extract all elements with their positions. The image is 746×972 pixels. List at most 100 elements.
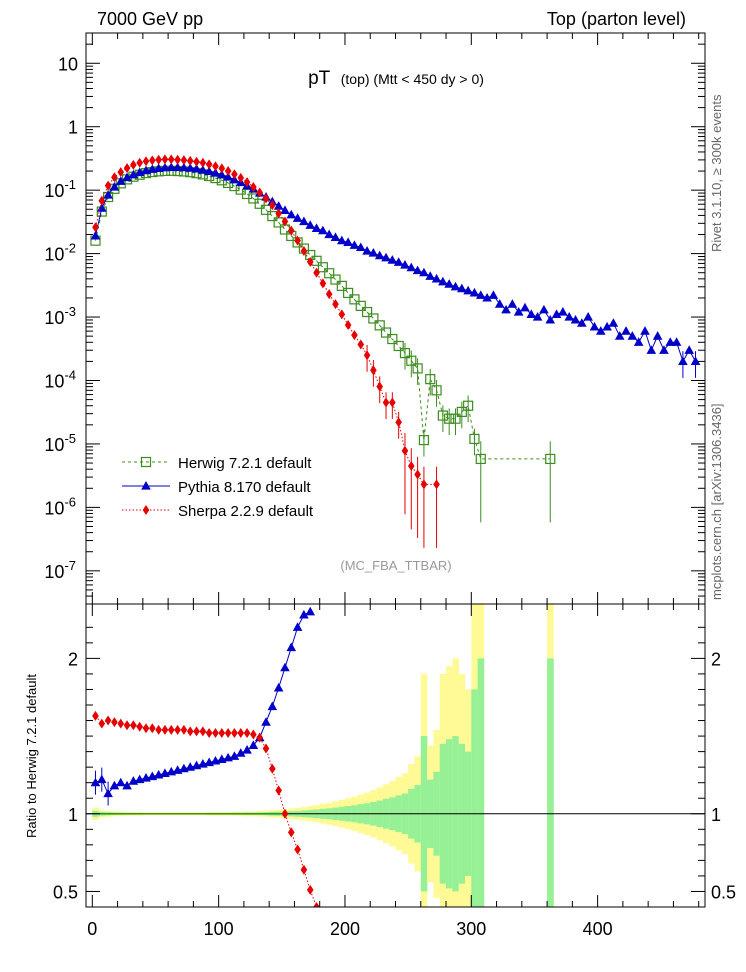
main-data-point xyxy=(267,211,278,222)
main-data-point xyxy=(652,331,663,340)
ratio-data-point xyxy=(250,729,257,740)
main-data-point xyxy=(444,413,455,424)
ratio-data-point xyxy=(109,780,120,790)
main-data-point xyxy=(205,159,213,170)
ratio-data-point xyxy=(174,724,181,735)
ratio-ylabel: Ratio to Herwig 7.2.1 default xyxy=(24,674,39,838)
ratio-data-point xyxy=(267,701,278,711)
main-data-point xyxy=(393,340,404,352)
ratio-x-tick-label: 200 xyxy=(330,919,360,939)
main-data-point xyxy=(545,314,556,324)
ratio-data-point xyxy=(186,726,194,737)
chart-title: pT (top) (Mtt < 450 dy > 0) xyxy=(308,68,484,89)
main-data-point xyxy=(349,294,360,305)
ratio-data-point xyxy=(130,720,137,731)
main-data-point xyxy=(343,287,354,299)
ratio-data-point xyxy=(306,884,314,895)
ratio-data-point xyxy=(193,726,200,737)
watermark: (MC_FBA_TTBAR) xyxy=(340,558,451,573)
main-data-point xyxy=(368,313,379,324)
main-data-point xyxy=(414,469,421,480)
main-data-point xyxy=(179,162,189,172)
main-data-point xyxy=(300,245,308,256)
main-data-point xyxy=(92,222,99,233)
ratio-data-point xyxy=(90,777,101,787)
legend-label: Sherpa 2.2.9 default xyxy=(178,503,314,520)
main-data-point xyxy=(256,187,263,198)
main-data-point xyxy=(399,348,411,359)
ratio-data-point xyxy=(262,743,270,754)
main-data-point xyxy=(355,242,366,252)
main-data-point xyxy=(406,355,417,366)
legend-label: Herwig 7.2.1 default xyxy=(178,455,312,472)
ratio-data-point xyxy=(281,808,289,819)
header-left: 7000 GeV pp xyxy=(97,9,203,29)
main-data-point xyxy=(494,299,505,308)
main-data-point xyxy=(287,225,295,236)
main-data-point xyxy=(558,307,568,316)
ratio-data-point xyxy=(96,774,107,784)
main-data-point xyxy=(109,182,120,191)
main-data-point xyxy=(412,265,423,275)
main-series xyxy=(90,154,701,548)
main-data-point xyxy=(330,232,341,242)
main-data-point xyxy=(243,177,251,188)
ratio-data-point xyxy=(123,720,131,731)
main-data-point xyxy=(343,237,353,247)
main-data-point xyxy=(248,193,259,204)
legend-marker xyxy=(141,481,151,490)
main-y-tick-label: 1 xyxy=(68,118,78,138)
main-data-point xyxy=(678,356,688,365)
main-data-point xyxy=(407,460,415,471)
main-data-point xyxy=(646,345,657,354)
main-data-point xyxy=(286,209,297,219)
main-data-point xyxy=(332,299,339,310)
main-data-point xyxy=(280,205,290,214)
main-data-point xyxy=(400,260,410,269)
main-y-tick-label: 10-6 xyxy=(44,494,76,518)
main-data-point xyxy=(570,314,581,324)
ratio-data-point xyxy=(149,723,156,734)
main-data-point xyxy=(198,165,208,174)
ratio-data-point xyxy=(92,710,99,721)
main-data-point xyxy=(469,433,480,445)
main-data-point xyxy=(380,327,392,338)
main-y-tick-label: 10-3 xyxy=(44,304,76,328)
header-right: Top (parton level) xyxy=(547,9,686,29)
main-data-point xyxy=(627,331,638,340)
main-y-tick-label: 10-4 xyxy=(44,367,76,391)
main-data-point xyxy=(457,283,467,293)
ratio-band-green-bin xyxy=(547,658,554,907)
ratio-y-tick-label: 2 xyxy=(68,649,78,669)
legend: Herwig 7.2.1 default Pythia 8.170 default… xyxy=(122,455,314,520)
ratio-data-point xyxy=(256,732,263,743)
ratio-data-point xyxy=(224,727,232,738)
main-data-point xyxy=(564,312,574,321)
ratio-x-tick-label: 300 xyxy=(456,919,486,939)
main-data-point xyxy=(374,250,385,260)
main-data-point xyxy=(104,180,112,191)
main-data-point xyxy=(659,345,669,354)
main-data-point xyxy=(204,166,214,175)
main-data-point xyxy=(324,229,334,239)
main-data-point xyxy=(223,172,233,181)
ratio-data-point xyxy=(167,724,175,735)
main-data-point xyxy=(351,330,358,341)
main-data-point xyxy=(191,163,202,173)
main-data-point xyxy=(425,374,436,385)
main-data-point xyxy=(370,365,377,376)
main-y-tick-label: 10-2 xyxy=(44,241,76,265)
main-data-point xyxy=(292,213,303,222)
legend-marker xyxy=(142,505,150,515)
main-data-point xyxy=(185,163,196,172)
ratio-band xyxy=(92,604,554,907)
ratio-data-point xyxy=(155,724,162,735)
main-data-point xyxy=(463,400,474,411)
main-data-point xyxy=(433,479,440,490)
main-data-point xyxy=(393,257,404,266)
main-data-point xyxy=(539,304,549,314)
main-data-point xyxy=(254,198,265,209)
main-data-point xyxy=(325,289,333,300)
main-data-point xyxy=(90,230,101,240)
